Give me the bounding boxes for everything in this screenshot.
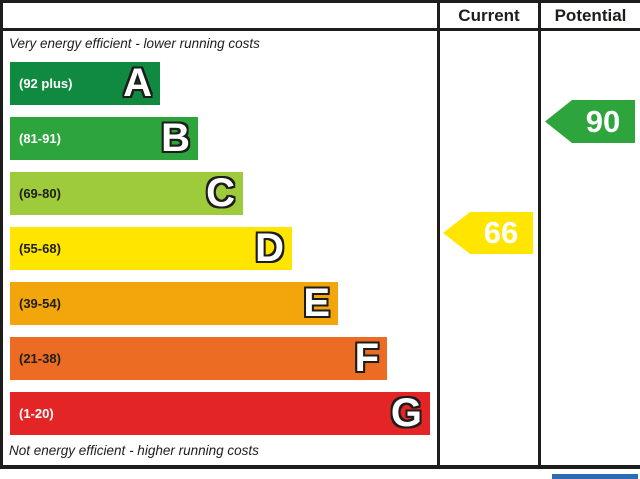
band-g-range-label: (1-20) bbox=[19, 406, 54, 421]
band-f: (21-38) F bbox=[10, 337, 387, 380]
potential-rating-value: 90 bbox=[585, 103, 621, 139]
band-a-letter: A bbox=[123, 61, 152, 105]
column-divider-potential bbox=[538, 0, 541, 469]
band-c-range-label: (69-80) bbox=[19, 186, 61, 201]
band-g-letter: G bbox=[390, 391, 422, 435]
eu-flag-partial bbox=[552, 474, 638, 479]
band-d-letter: D bbox=[255, 226, 284, 270]
band-a-range-label: (92 plus) bbox=[19, 76, 73, 91]
band-e-letter: E bbox=[303, 281, 330, 325]
band-b-letter: B bbox=[161, 116, 190, 160]
table-border-bottom bbox=[0, 465, 640, 469]
band-a: (92 plus) A bbox=[10, 62, 160, 105]
band-b-range-label: (81-91) bbox=[19, 131, 61, 146]
current-rating-value: 66 bbox=[483, 215, 519, 250]
potential-rating-arrow: 90 bbox=[545, 100, 635, 143]
band-f-letter: F bbox=[354, 336, 379, 380]
band-d-range-label: (55-68) bbox=[19, 241, 61, 256]
table-border-left bbox=[0, 0, 3, 469]
band-g: (1-20) G bbox=[10, 392, 430, 435]
current-rating-arrow: 66 bbox=[443, 212, 533, 254]
header-separator-line bbox=[0, 28, 640, 31]
bottom-caption: Not energy efficient - higher running co… bbox=[9, 443, 259, 458]
band-b: (81-91) B bbox=[10, 117, 198, 160]
column-divider-current bbox=[437, 0, 440, 469]
band-e-range-label: (39-54) bbox=[19, 296, 61, 311]
band-d: (55-68) D bbox=[10, 227, 292, 270]
band-c-letter: C bbox=[206, 171, 235, 215]
top-caption: Very energy efficient - lower running co… bbox=[9, 36, 260, 51]
band-c: (69-80) C bbox=[10, 172, 243, 215]
band-e: (39-54) E bbox=[10, 282, 338, 325]
band-f-range-label: (21-38) bbox=[19, 351, 61, 366]
potential-column-header: Potential bbox=[554, 5, 627, 25]
table-border-top bbox=[0, 0, 640, 3]
current-column-header: Current bbox=[458, 5, 520, 25]
